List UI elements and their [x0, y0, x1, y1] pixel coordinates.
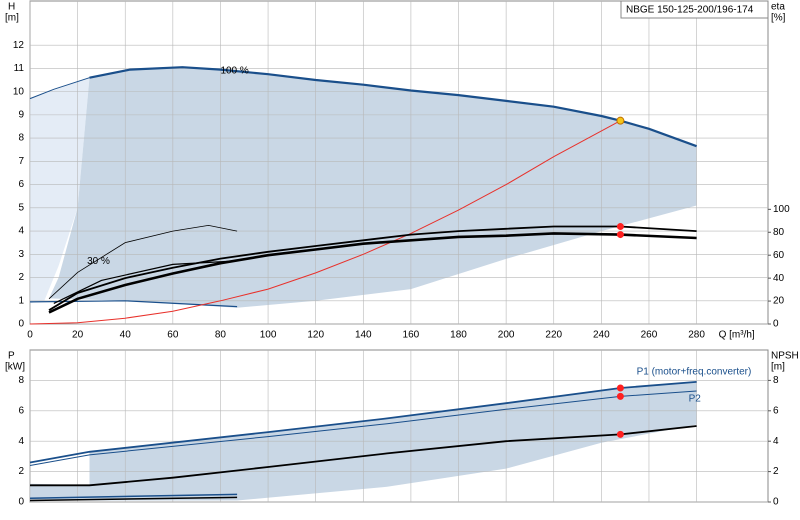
duty-point [616, 116, 625, 125]
y-tick-label: 0 [18, 497, 24, 508]
y2-tick-label: 0 [773, 497, 779, 508]
y-tick-label: 7 [18, 156, 24, 167]
curve [48, 232, 697, 314]
operating-area [49, 67, 697, 308]
duty-point [616, 392, 624, 400]
y2-axis-label: NPSH [771, 351, 799, 362]
y-tick-label: 12 [13, 40, 25, 51]
curve [29, 493, 238, 499]
y-tick-label: 4 [18, 436, 24, 447]
series-label: P2 [689, 394, 702, 405]
curve [29, 120, 621, 325]
duty-point [616, 231, 624, 239]
curve [30, 425, 697, 487]
y-tick-label: 9 [18, 110, 24, 121]
y-tick-label: 2 [18, 272, 24, 283]
y-tick-label: 3 [18, 249, 24, 260]
y2-tick-label: 40 [773, 273, 785, 284]
y2-axis-unit: [%] [771, 13, 786, 24]
curve [29, 496, 238, 502]
title-box [620, 0, 769, 19]
y2-tick-label: 80 [773, 227, 785, 238]
operating-area [30, 77, 90, 304]
x-tick-label: 200 [498, 330, 515, 341]
y-axis-unit: [m] [5, 13, 19, 24]
x-tick-label: 0 [27, 330, 33, 341]
y-tick-label: 6 [18, 179, 24, 190]
x-axis-label: Q [m³/h] [719, 330, 755, 341]
x-tick-label: 160 [403, 330, 420, 341]
x-tick-label: 180 [450, 330, 467, 341]
series-label: P1 (motor+freq.converter) [637, 367, 752, 378]
x-tick-label: 60 [167, 330, 179, 341]
duty-point [616, 384, 624, 392]
x-tick-label: 260 [641, 330, 658, 341]
y-tick-label: 8 [18, 133, 24, 144]
y2-tick-label: 20 [773, 296, 785, 307]
y-tick-label: 0 [18, 319, 24, 330]
x-tick-label: 80 [215, 330, 227, 341]
x-tick-label: 100 [260, 330, 277, 341]
y2-tick-label: 100 [773, 204, 790, 215]
y2-tick-label: 0 [773, 319, 779, 330]
y-axis-label: P [8, 351, 15, 362]
y-tick-label: 6 [18, 405, 24, 416]
curve [89, 66, 697, 148]
curve [29, 77, 90, 100]
y-axis-unit: [kW] [5, 362, 25, 373]
y2-axis-label: eta [771, 2, 785, 13]
x-tick-label: 20 [72, 330, 84, 341]
y-tick-label: 2 [18, 466, 24, 477]
y-tick-label: 11 [14, 63, 25, 74]
x-tick-label: 40 [120, 330, 132, 341]
x-tick-label: 140 [355, 330, 372, 341]
y-tick-label: 5 [18, 202, 24, 213]
annotation: 30 % [87, 256, 110, 267]
y-axis-label: H [8, 2, 15, 13]
y2-tick-label: 4 [773, 436, 779, 447]
y2-tick-label: 2 [773, 466, 779, 477]
x-tick-label: 120 [307, 330, 324, 341]
annotation: 100 % [220, 65, 248, 76]
curve [48, 225, 697, 311]
y2-tick-label: 8 [773, 375, 779, 386]
y-tick-label: 1 [18, 295, 24, 306]
y2-tick-label: 60 [773, 250, 785, 261]
curve [48, 224, 238, 300]
y-tick-label: 8 [18, 375, 24, 386]
y-tick-label: 4 [18, 226, 24, 237]
x-tick-label: 240 [593, 330, 610, 341]
y2-tick-label: 6 [773, 405, 779, 416]
x-tick-label: 280 [688, 330, 705, 341]
curve [53, 260, 238, 304]
y-tick-label: 10 [13, 86, 25, 97]
chart-title: NBGE 150-125-200/196-174 [626, 5, 754, 16]
x-tick-label: 220 [545, 330, 562, 341]
y2-axis-unit: [m] [771, 362, 785, 373]
duty-point [616, 430, 624, 438]
duty-point [616, 223, 624, 231]
